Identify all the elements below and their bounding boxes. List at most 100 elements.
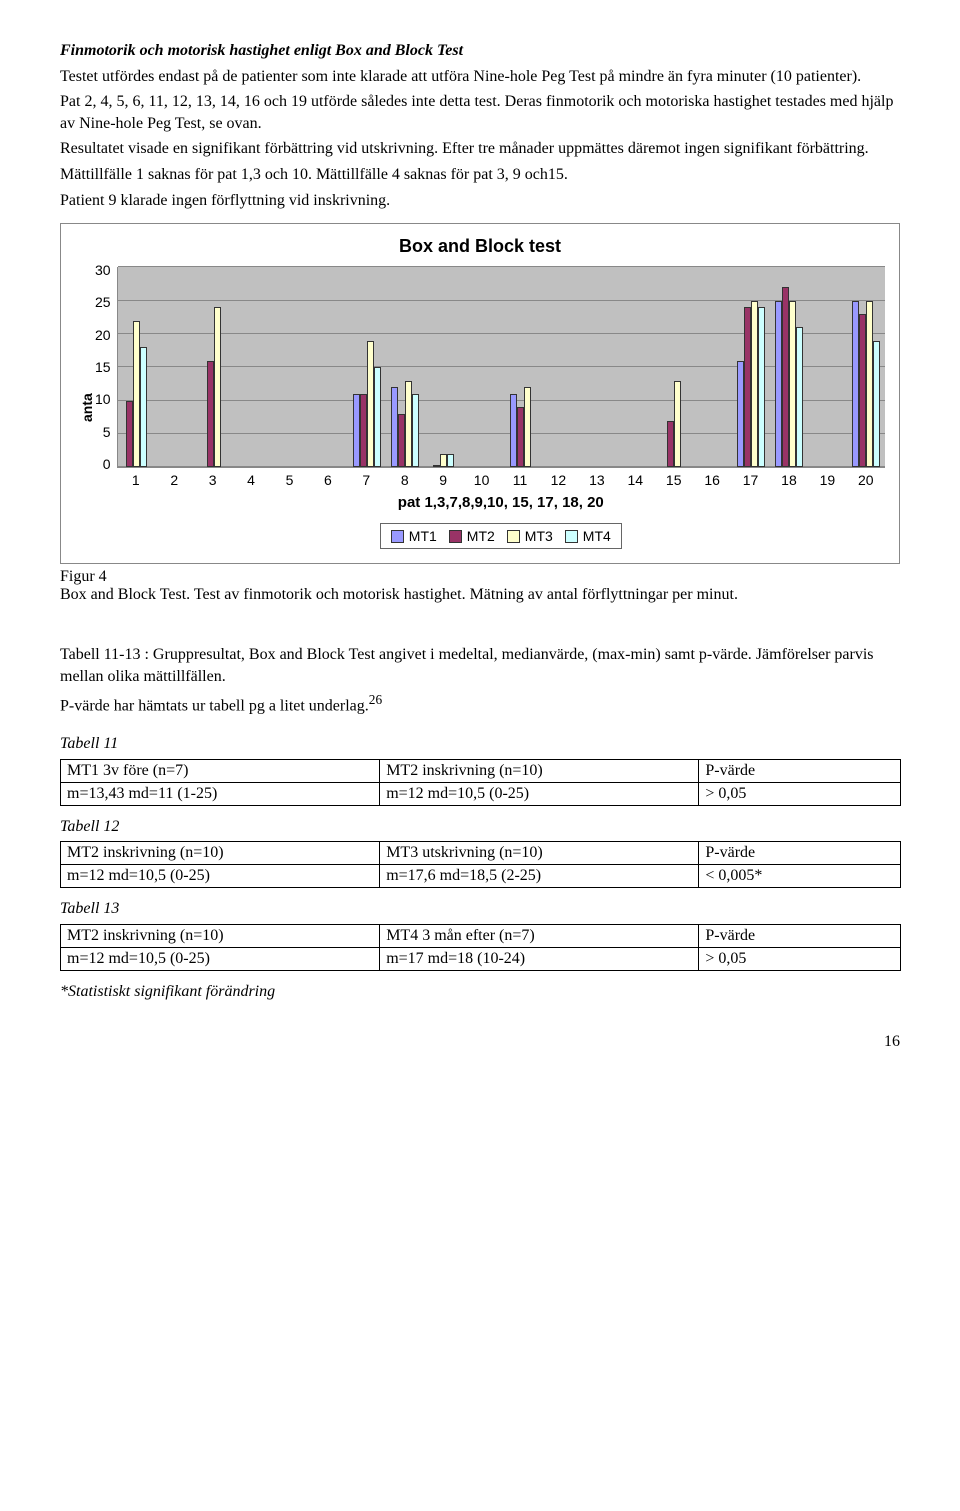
chart-bar xyxy=(433,465,440,467)
chart-x-tick: 5 xyxy=(270,468,308,488)
legend-swatch xyxy=(565,530,578,543)
chart-x-tick: 2 xyxy=(155,468,193,488)
chart-x-axis-label: pat 1,3,7,8,9,10, 15, 17, 18, 20 xyxy=(117,494,885,511)
chart-bar-group xyxy=(233,267,271,467)
chart-x-tick: 20 xyxy=(847,468,885,488)
chart-bar-group xyxy=(616,267,654,467)
chart-y-tick: 0 xyxy=(95,456,111,472)
chart-bar xyxy=(737,361,744,468)
chart-bar xyxy=(873,341,880,468)
chart-x-tick: 18 xyxy=(770,468,808,488)
chart-bars xyxy=(118,267,885,467)
chart-x-tick: 3 xyxy=(193,468,231,488)
chart-panel: Box and Block test anta 302520151050 123… xyxy=(60,223,900,564)
table-row: m=12 md=10,5 (0-25)m=17,6 md=18,5 (2-25)… xyxy=(61,865,901,888)
table-cell: P-värde xyxy=(699,759,901,782)
chart-bar-group xyxy=(156,267,194,467)
chart-bar xyxy=(214,307,221,467)
chart-x-tick: 17 xyxy=(731,468,769,488)
legend-swatch xyxy=(449,530,462,543)
table-cell: m=12 md=10,5 (0-25) xyxy=(380,782,699,805)
table-cell: MT2 inskrivning (n=10) xyxy=(61,842,380,865)
chart-x-tick: 16 xyxy=(693,468,731,488)
chart-bar xyxy=(353,394,360,467)
paragraph: Resultatet visade en signifikant förbätt… xyxy=(60,138,900,160)
chart-legend: MT1 MT2 MT3 MT4 xyxy=(380,523,622,549)
legend-item: MT3 xyxy=(507,528,553,544)
table-caption: Tabell 12 xyxy=(60,816,900,838)
chart-bar-group xyxy=(501,267,539,467)
chart-bar xyxy=(751,301,758,468)
table-row: m=12 md=10,5 (0-25)m=17 md=18 (10-24)> 0… xyxy=(61,948,901,971)
chart-x-ticks: 1234567891011121314151617181920 xyxy=(117,468,885,488)
chart-x-tick: 10 xyxy=(462,468,500,488)
note-text: P-värde har hämtats ur tabell pg a litet… xyxy=(60,698,369,715)
chart-bar xyxy=(866,301,873,468)
paragraph: Pat 2, 4, 5, 6, 11, 12, 13, 14, 16 och 1… xyxy=(60,91,900,134)
chart-bar-group xyxy=(386,267,424,467)
figure-caption: Box and Block Test. Test av finmotorik o… xyxy=(60,586,738,603)
chart-bar xyxy=(207,361,214,468)
chart-bar xyxy=(391,387,398,467)
table-12: MT2 inskrivning (n=10)MT3 utskrivning (n… xyxy=(60,841,901,888)
page-number: 16 xyxy=(60,1033,900,1051)
table-cell: < 0,005* xyxy=(699,865,901,888)
chart-bar xyxy=(374,367,381,467)
paragraph: Patient 9 klarade ingen förflyttning vid… xyxy=(60,190,900,212)
chart-y-tick: 25 xyxy=(95,294,111,310)
chart-bar-group xyxy=(463,267,501,467)
chart-x-tick: 13 xyxy=(578,468,616,488)
chart-bar xyxy=(405,381,412,468)
table-cell: MT2 inskrivning (n=10) xyxy=(380,759,699,782)
footnote: *Statistiskt signifikant förändring xyxy=(60,981,900,1003)
chart-bar xyxy=(140,347,147,467)
table-intro-note: P-värde har hämtats ur tabell pg a litet… xyxy=(60,691,900,717)
table-13: MT2 inskrivning (n=10)MT4 3 mån efter (n… xyxy=(60,924,901,971)
legend-swatch xyxy=(507,530,520,543)
chart-bar-group xyxy=(693,267,731,467)
legend-label: MT1 xyxy=(409,528,437,544)
legend-label: MT3 xyxy=(525,528,553,544)
chart-bar-group xyxy=(847,267,885,467)
chart-bar-group xyxy=(732,267,770,467)
table-cell: > 0,05 xyxy=(699,782,901,805)
chart-bar-group xyxy=(118,267,156,467)
chart-bar xyxy=(852,301,859,468)
chart-bar xyxy=(796,327,803,467)
chart-x-tick: 19 xyxy=(808,468,846,488)
chart-x-tick: 1 xyxy=(117,468,155,488)
chart-x-tick: 8 xyxy=(386,468,424,488)
chart-plot-area xyxy=(117,267,885,468)
table-cell: P-värde xyxy=(699,925,901,948)
legend-item: MT2 xyxy=(449,528,495,544)
chart-bar-group xyxy=(770,267,808,467)
table-cell: P-värde xyxy=(699,842,901,865)
chart-bar xyxy=(133,321,140,468)
chart-bar-group xyxy=(655,267,693,467)
chart-bar xyxy=(744,307,751,467)
legend-label: MT2 xyxy=(467,528,495,544)
paragraph: Testet utfördes endast på de patienter s… xyxy=(60,66,900,88)
chart-bar xyxy=(367,341,374,468)
legend-label: MT4 xyxy=(583,528,611,544)
legend-swatch xyxy=(391,530,404,543)
chart-bar xyxy=(789,301,796,468)
table-cell: m=17,6 md=18,5 (2-25) xyxy=(380,865,699,888)
table-cell: > 0,05 xyxy=(699,948,901,971)
chart-bar xyxy=(412,394,419,467)
chart-x-tick: 4 xyxy=(232,468,270,488)
table-cell: MT3 utskrivning (n=10) xyxy=(380,842,699,865)
table-cell: MT1 3v före (n=7) xyxy=(61,759,380,782)
chart-bar xyxy=(859,314,866,467)
chart-bar xyxy=(447,454,454,467)
chart-y-axis-label: anta xyxy=(75,267,95,549)
table-row: MT1 3v före (n=7)MT2 inskrivning (n=10)P… xyxy=(61,759,901,782)
chart-bar-group xyxy=(348,267,386,467)
legend-item: MT4 xyxy=(565,528,611,544)
table-row: MT2 inskrivning (n=10)MT3 utskrivning (n… xyxy=(61,842,901,865)
table-cell: MT4 3 mån efter (n=7) xyxy=(380,925,699,948)
chart-bar-group xyxy=(271,267,309,467)
table-row: MT2 inskrivning (n=10)MT4 3 mån efter (n… xyxy=(61,925,901,948)
chart-bar xyxy=(517,407,524,467)
chart-bar-group xyxy=(425,267,463,467)
